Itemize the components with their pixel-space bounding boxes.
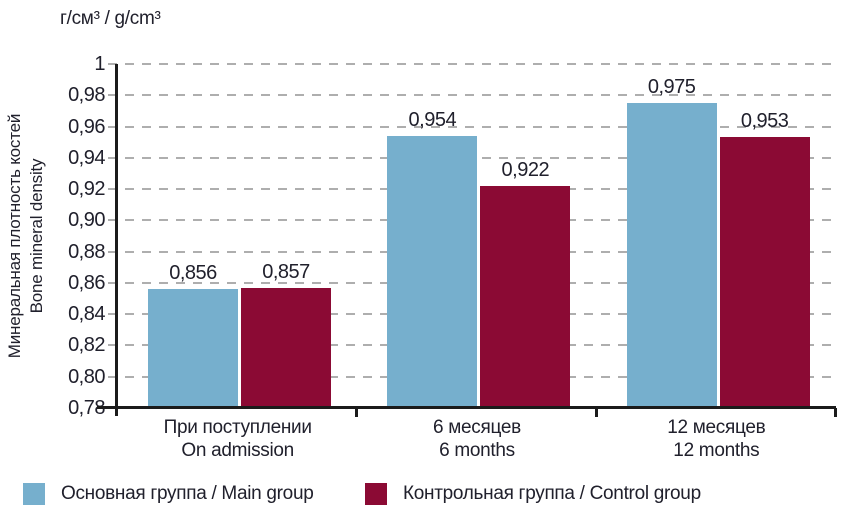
y-axis-line [115,64,118,416]
legend-swatch-control-group [365,483,387,505]
bar-main-group [387,135,478,408]
category-label-ru: При поступлении [163,417,312,438]
bar-value-label: 0,922 [501,158,550,181]
y-tick-label: 0,82 [68,334,105,357]
bar-value-label: 0,975 [647,76,696,99]
y-axis-title-en: Bone mineral density [27,158,46,314]
category-label: При поступлении On admission [118,416,357,462]
x-axis-line [97,406,836,409]
y-tick-label: 0,86 [68,271,105,294]
category-label-en: 12 months [673,440,760,461]
bar-value-label: 0,856 [169,262,217,285]
category-label-en: On admission [181,440,294,461]
y-tick-label: 1 [94,53,105,75]
category-label-ru: 6 месяцев [433,417,521,438]
legend-item-main-group: Основная группа / Main group [23,483,314,505]
category-label: 6 месяцев 6 months [357,416,596,462]
category-label-ru: 12 месяцев [667,417,766,438]
gridline [108,94,836,97]
y-axis-title: Минеральная плотность костей Bone minera… [4,56,50,416]
x-axis-tick [594,408,598,417]
x-axis-tick [834,408,837,417]
gridline [108,125,836,128]
legend-swatch-main-group [23,483,45,505]
category-label-en: 6 months [439,440,515,461]
bar-main-group [626,103,717,408]
y-tick-label: 0,84 [68,303,105,326]
legend-item-control-group: Контрольная группа / Control group [365,483,701,505]
bar-value-label: 0,954 [408,108,457,131]
y-tick-label: 0,88 [68,240,105,263]
plot-area: 0,78 0,80 0,82 0,84 0,86 0,88 0,90 0,92 0,94 0,96… [68,53,837,461]
y-tick-label: 0,90 [68,209,105,232]
y-tick-label: 0,98 [68,84,105,107]
unit-label: г/см³ / g/cm³ [60,8,161,29]
y-tick-label: 0,96 [68,115,105,138]
bar-control-group [719,137,810,408]
gridline [108,63,836,65]
x-axis-tick [355,408,359,417]
bar-main-group [148,289,238,408]
y-tick-label: 0,92 [68,178,105,201]
legend-label-main-group: Основная группа / Main group [61,483,314,504]
y-tick-label: 0,94 [68,146,105,169]
bar-value-label: 0,857 [262,260,310,283]
category-label: 12 месяцев 12 months [597,416,836,462]
bar-control-group [241,287,331,408]
bar-control-group [480,185,571,408]
y-axis-title-ru: Минеральная плотность костей [5,113,24,359]
legend-label-control-group: Контрольная группа / Control group [403,483,701,504]
y-tick-label: 0,78 [68,397,105,419]
bar-value-label: 0,953 [740,110,789,133]
legend: Основная группа / Main group Контрольная… [0,483,864,513]
y-tick-label: 0,80 [68,365,105,388]
